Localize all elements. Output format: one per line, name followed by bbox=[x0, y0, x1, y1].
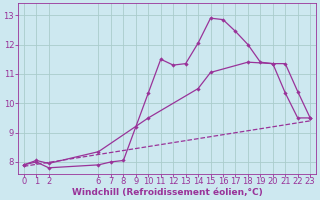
X-axis label: Windchill (Refroidissement éolien,°C): Windchill (Refroidissement éolien,°C) bbox=[72, 188, 262, 197]
